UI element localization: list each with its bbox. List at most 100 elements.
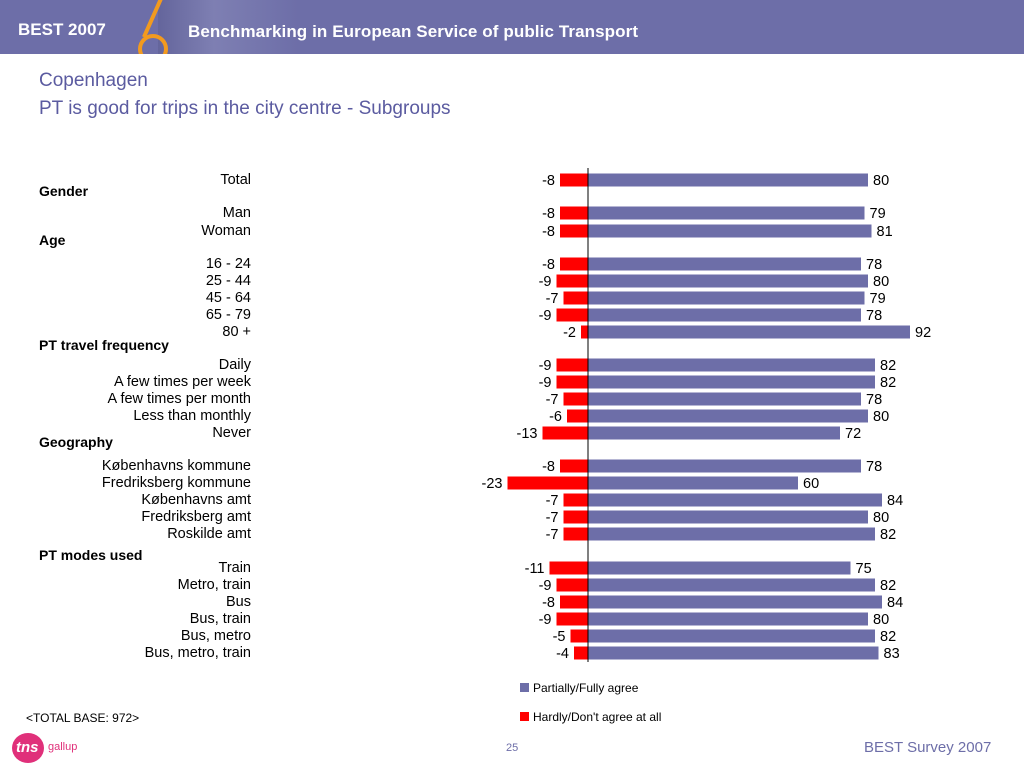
group-label-modes: PT modes used <box>39 547 143 563</box>
category-label: Bus <box>226 594 251 610</box>
agree-bar <box>588 426 840 440</box>
agree-value-label: 80 <box>873 510 889 526</box>
legend-item-agree: Partially/Fully agree <box>520 681 638 695</box>
agree-bar <box>588 612 868 626</box>
agree-value-label: 75 <box>856 561 872 577</box>
agree-bar <box>588 459 861 473</box>
disagree-bar <box>556 612 588 626</box>
total-base-note: <TOTAL BASE: 972> <box>26 711 140 725</box>
agree-value-label: 82 <box>880 629 896 645</box>
disagree-value-label: -11 <box>525 561 545 577</box>
category-label: Daily <box>218 357 251 373</box>
legend-swatch-agree <box>520 683 529 692</box>
disagree-bar <box>560 206 588 220</box>
agree-value-label: 60 <box>803 476 819 492</box>
brand-label: BEST 2007 <box>18 20 106 39</box>
agree-value-label: 72 <box>845 426 861 442</box>
disagree-bar <box>560 257 588 271</box>
agree-bar <box>588 409 868 423</box>
category-label: Roskilde amt <box>167 526 251 542</box>
category-label: A few times per week <box>114 374 251 390</box>
disagree-value-label: -7 <box>546 392 559 408</box>
agree-bar <box>588 527 875 541</box>
category-label: 65 - 79 <box>205 307 251 323</box>
agree-value-label: 84 <box>887 493 903 509</box>
agree-value-label: 81 <box>877 224 893 240</box>
logo-circle <box>12 733 44 763</box>
disagree-bar <box>563 291 588 305</box>
disagree-bar <box>563 493 588 507</box>
logo-mark: tns <box>16 739 39 756</box>
disagree-value-label: -8 <box>542 257 555 273</box>
disagree-bar <box>560 595 588 609</box>
category-label: Fredriksberg amt <box>141 509 251 525</box>
group-label-age: Age <box>39 232 66 248</box>
agree-bar <box>588 358 875 372</box>
agree-bar <box>588 629 875 643</box>
category-label: Metro, train <box>177 577 251 593</box>
agree-bar <box>588 493 882 507</box>
disagree-value-label: -7 <box>546 510 559 526</box>
category-label: 45 - 64 <box>205 290 251 306</box>
disagree-bar <box>563 392 588 406</box>
group-label-frequency: PT travel frequency <box>39 337 169 353</box>
category-label: Less than monthly <box>133 408 251 424</box>
category-label: Never <box>212 425 251 441</box>
disagree-bar <box>556 308 588 322</box>
disagree-bar <box>563 527 588 541</box>
agree-bar <box>588 375 875 389</box>
disagree-value-label: -7 <box>546 527 559 543</box>
agree-bar <box>588 510 868 524</box>
agree-value-label: 82 <box>880 375 896 391</box>
disagree-bar <box>556 375 588 389</box>
agree-value-label: 82 <box>880 578 896 594</box>
disagree-bar <box>567 409 588 423</box>
disagree-value-label: -9 <box>539 612 552 628</box>
disagree-value-label: -7 <box>546 291 559 307</box>
disagree-value-label: -9 <box>539 358 552 374</box>
category-label: A few times per month <box>107 391 251 407</box>
agree-bar <box>588 274 868 288</box>
category-label: Woman <box>201 223 251 239</box>
disagree-value-label: -8 <box>542 206 555 222</box>
disagree-value-label: -8 <box>542 173 555 189</box>
group-label-gender: Gender <box>39 183 89 199</box>
agree-value-label: 78 <box>866 459 882 475</box>
agree-bar <box>588 224 872 238</box>
disagree-bar <box>542 426 588 440</box>
category-label: Fredriksberg kommune <box>101 475 251 491</box>
disagree-value-label: -23 <box>482 476 503 492</box>
legend-item-disagree: Hardly/Don't agree at all <box>520 710 661 724</box>
disagree-value-label: -7 <box>546 493 559 509</box>
agree-value-label: 92 <box>915 325 931 341</box>
agree-value-label: 79 <box>870 206 886 222</box>
legend-label-agree: Partially/Fully agree <box>533 681 639 695</box>
category-label: Total <box>220 172 251 188</box>
agree-bar <box>588 646 879 660</box>
agree-value-label: 78 <box>866 257 882 273</box>
agree-bar <box>588 308 861 322</box>
category-label: 25 - 44 <box>205 273 251 289</box>
disagree-bar <box>570 629 588 643</box>
agree-value-label: 79 <box>870 291 886 307</box>
legend-swatch-disagree <box>520 712 529 721</box>
disagree-bar <box>556 358 588 372</box>
disagree-bar <box>574 646 588 660</box>
header-photo <box>158 0 298 54</box>
agree-bar <box>588 476 798 490</box>
header-banner: BEST 2007 Benchmarking in European Servi… <box>0 0 1024 54</box>
page-number: 25 <box>506 742 519 754</box>
agree-value-label: 80 <box>873 612 889 628</box>
disagree-value-label: -8 <box>542 595 555 611</box>
agree-value-label: 80 <box>873 409 889 425</box>
category-label: Københavns amt <box>141 492 251 508</box>
category-label: 16 - 24 <box>205 256 251 272</box>
agree-value-label: 83 <box>884 646 900 662</box>
disagree-value-label: -9 <box>539 308 552 324</box>
disagree-bar <box>549 561 588 575</box>
group-label-geography: Geography <box>39 434 113 450</box>
disagree-bar <box>581 325 588 339</box>
agree-value-label: 80 <box>873 274 889 290</box>
disagree-value-label: -4 <box>556 646 569 662</box>
